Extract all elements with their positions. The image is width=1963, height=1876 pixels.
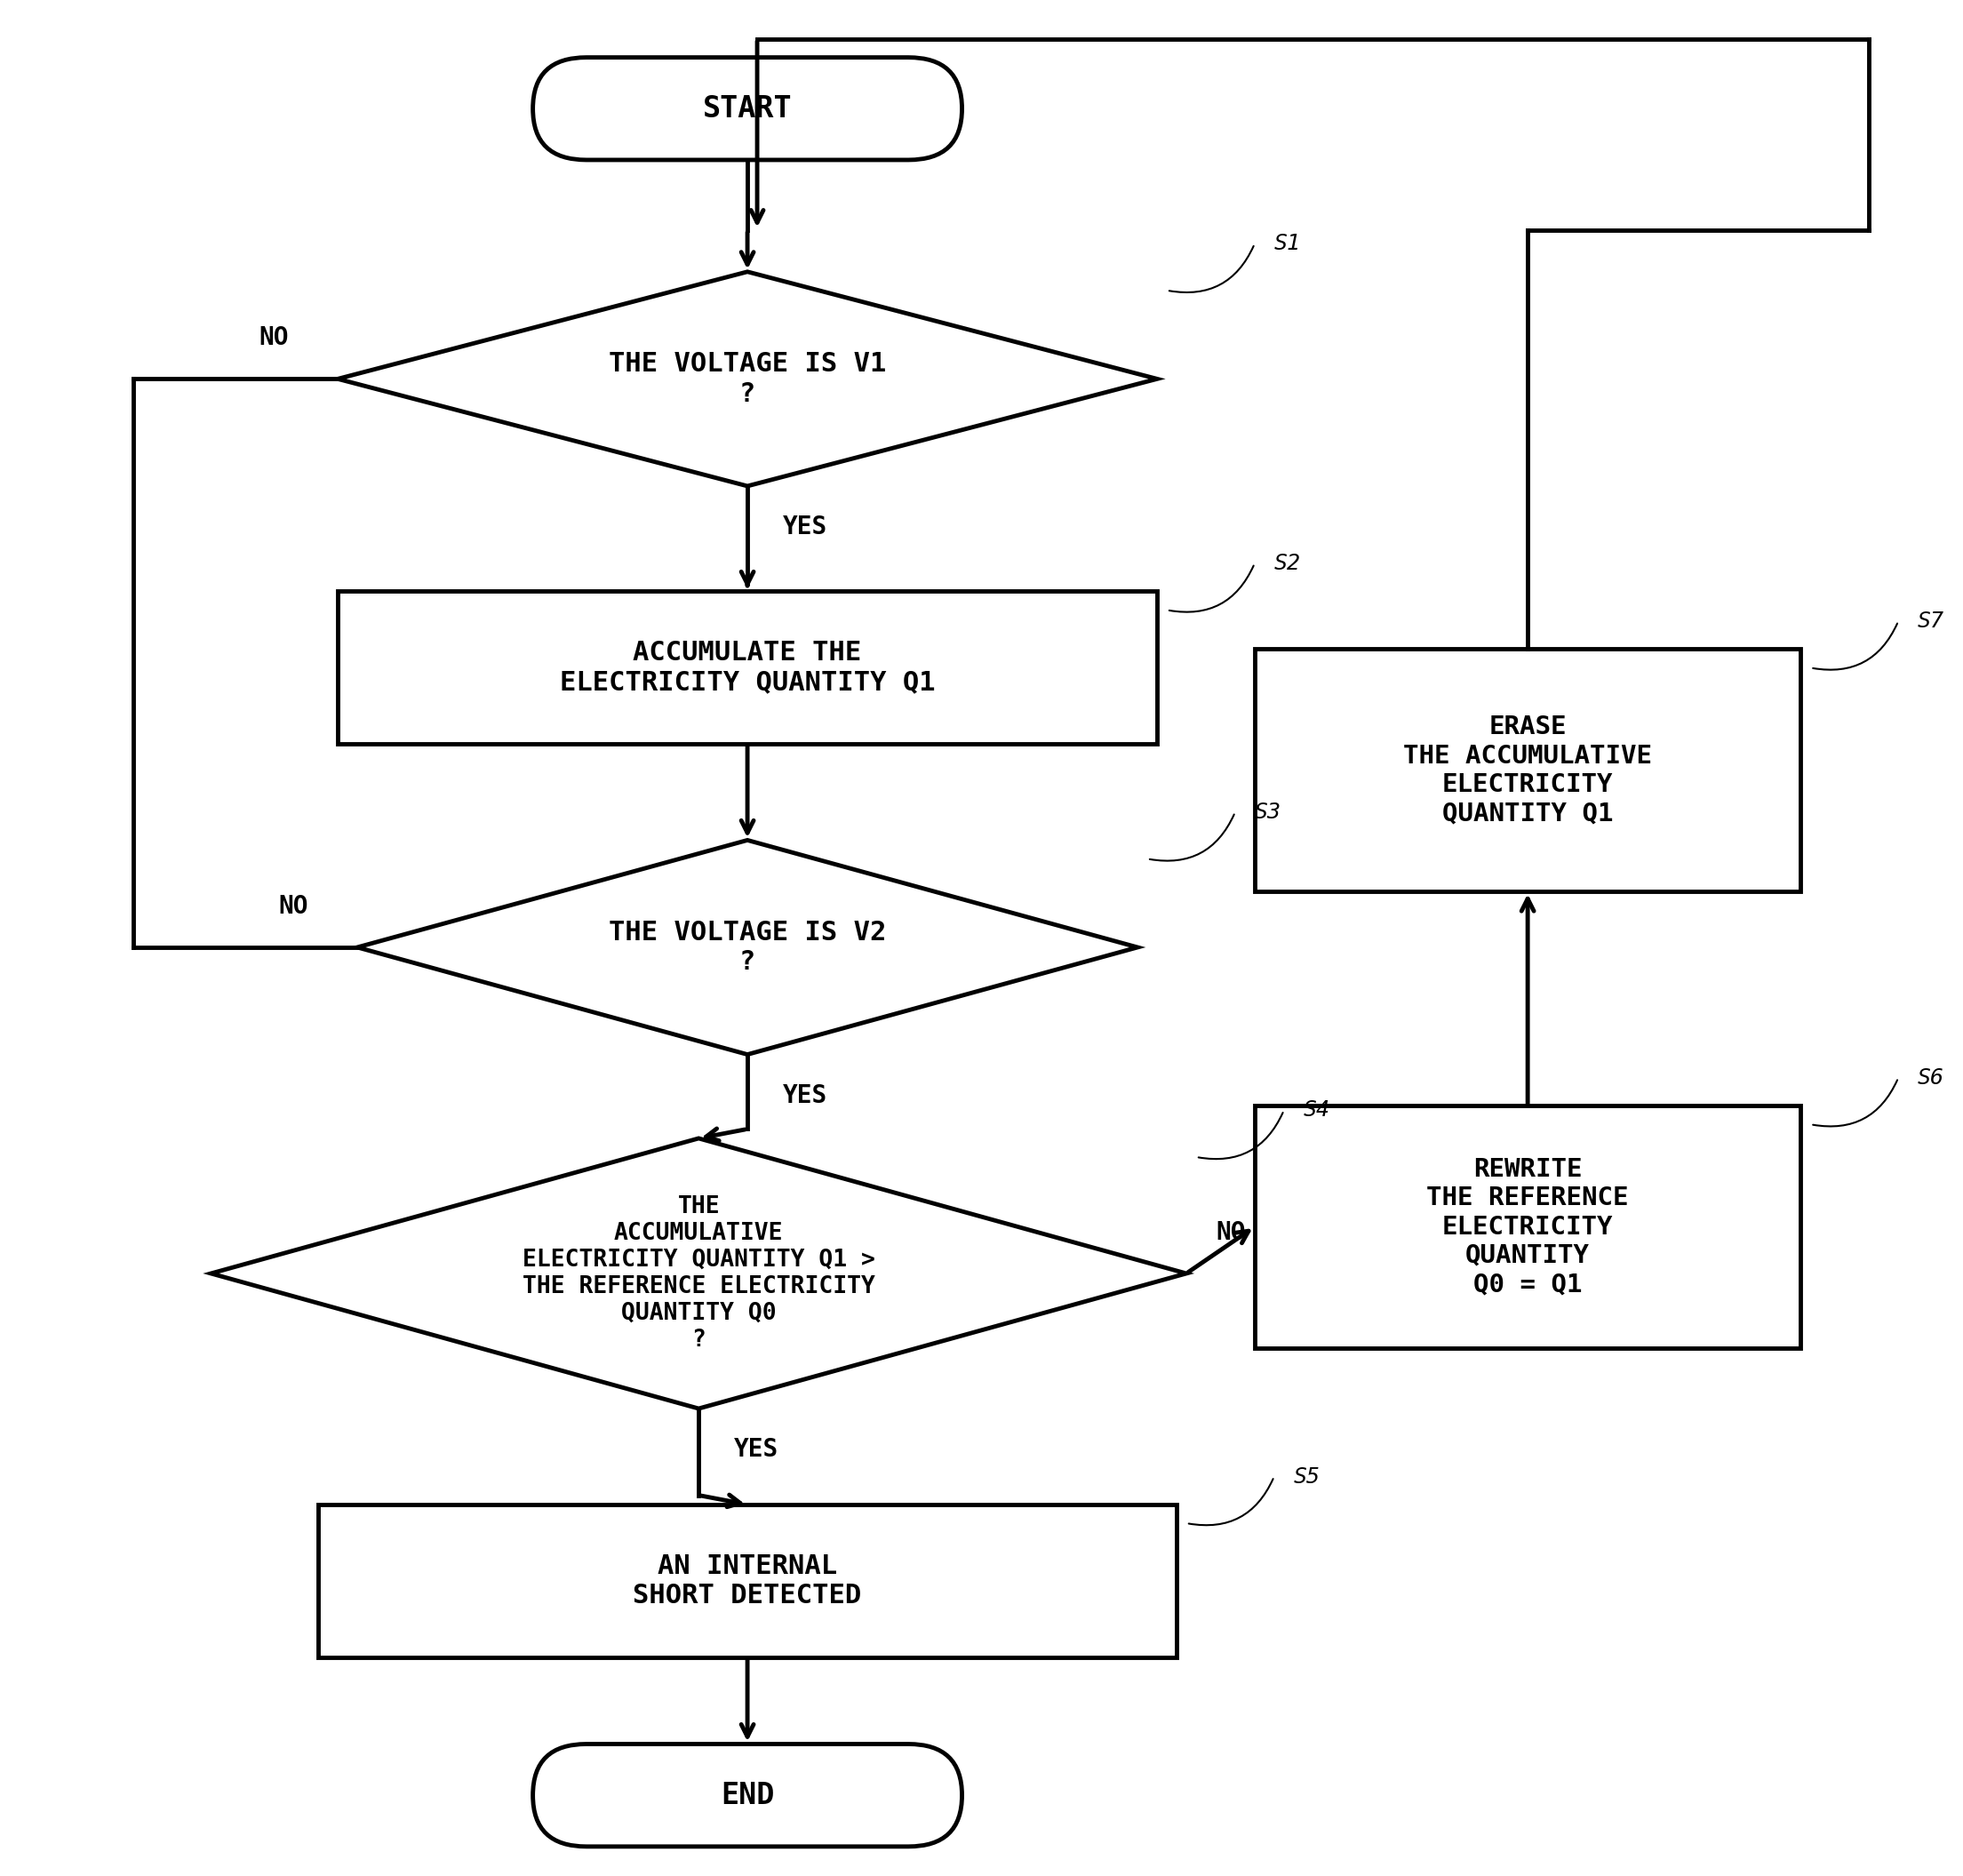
Text: NO: NO [279,893,308,919]
Text: NO: NO [1215,1219,1245,1246]
Text: ERASE
THE ACCUMULATIVE
ELECTRICITY
QUANTITY Q1: ERASE THE ACCUMULATIVE ELECTRICITY QUANT… [1404,715,1653,825]
Text: REWRITE
THE REFERENCE
ELECTRICITY
QUANTITY
Q0 = Q1: REWRITE THE REFERENCE ELECTRICITY QUANTI… [1427,1157,1629,1296]
Text: S6: S6 [1918,1067,1945,1088]
Text: END: END [720,1780,773,1810]
Text: S7: S7 [1918,610,1945,632]
Bar [338,591,1156,745]
Polygon shape [357,840,1137,1054]
Bar [1254,649,1800,891]
Text: AN INTERNAL
SHORT DETECTED: AN INTERNAL SHORT DETECTED [634,1553,862,1610]
FancyBboxPatch shape [532,58,962,159]
Bar [1254,1105,1800,1349]
Text: YES: YES [783,1082,826,1109]
Text: YES: YES [783,514,826,540]
Text: THE
ACCUMULATIVE
ELECTRICITY QUANTITY Q1 >
THE REFERENCE ELECTRICITY
QUANTITY Q0: THE ACCUMULATIVE ELECTRICITY QUANTITY Q1… [522,1195,875,1353]
Text: S3: S3 [1254,801,1282,824]
Text: THE VOLTAGE IS V2
?: THE VOLTAGE IS V2 ? [609,919,885,976]
Text: S2: S2 [1274,553,1301,574]
Text: S1: S1 [1274,233,1301,255]
Text: NO: NO [259,325,289,351]
Text: YES: YES [734,1437,779,1461]
Text: ACCUMULATE THE
ELECTRICITY QUANTITY Q1: ACCUMULATE THE ELECTRICITY QUANTITY Q1 [559,640,934,696]
FancyBboxPatch shape [532,1745,962,1846]
Text: S4: S4 [1303,1099,1331,1122]
Bar [318,1505,1176,1657]
Text: THE VOLTAGE IS V1
?: THE VOLTAGE IS V1 ? [609,351,885,407]
Text: S5: S5 [1294,1465,1321,1488]
Polygon shape [338,272,1156,486]
Polygon shape [210,1139,1186,1409]
Text: START: START [703,94,793,124]
